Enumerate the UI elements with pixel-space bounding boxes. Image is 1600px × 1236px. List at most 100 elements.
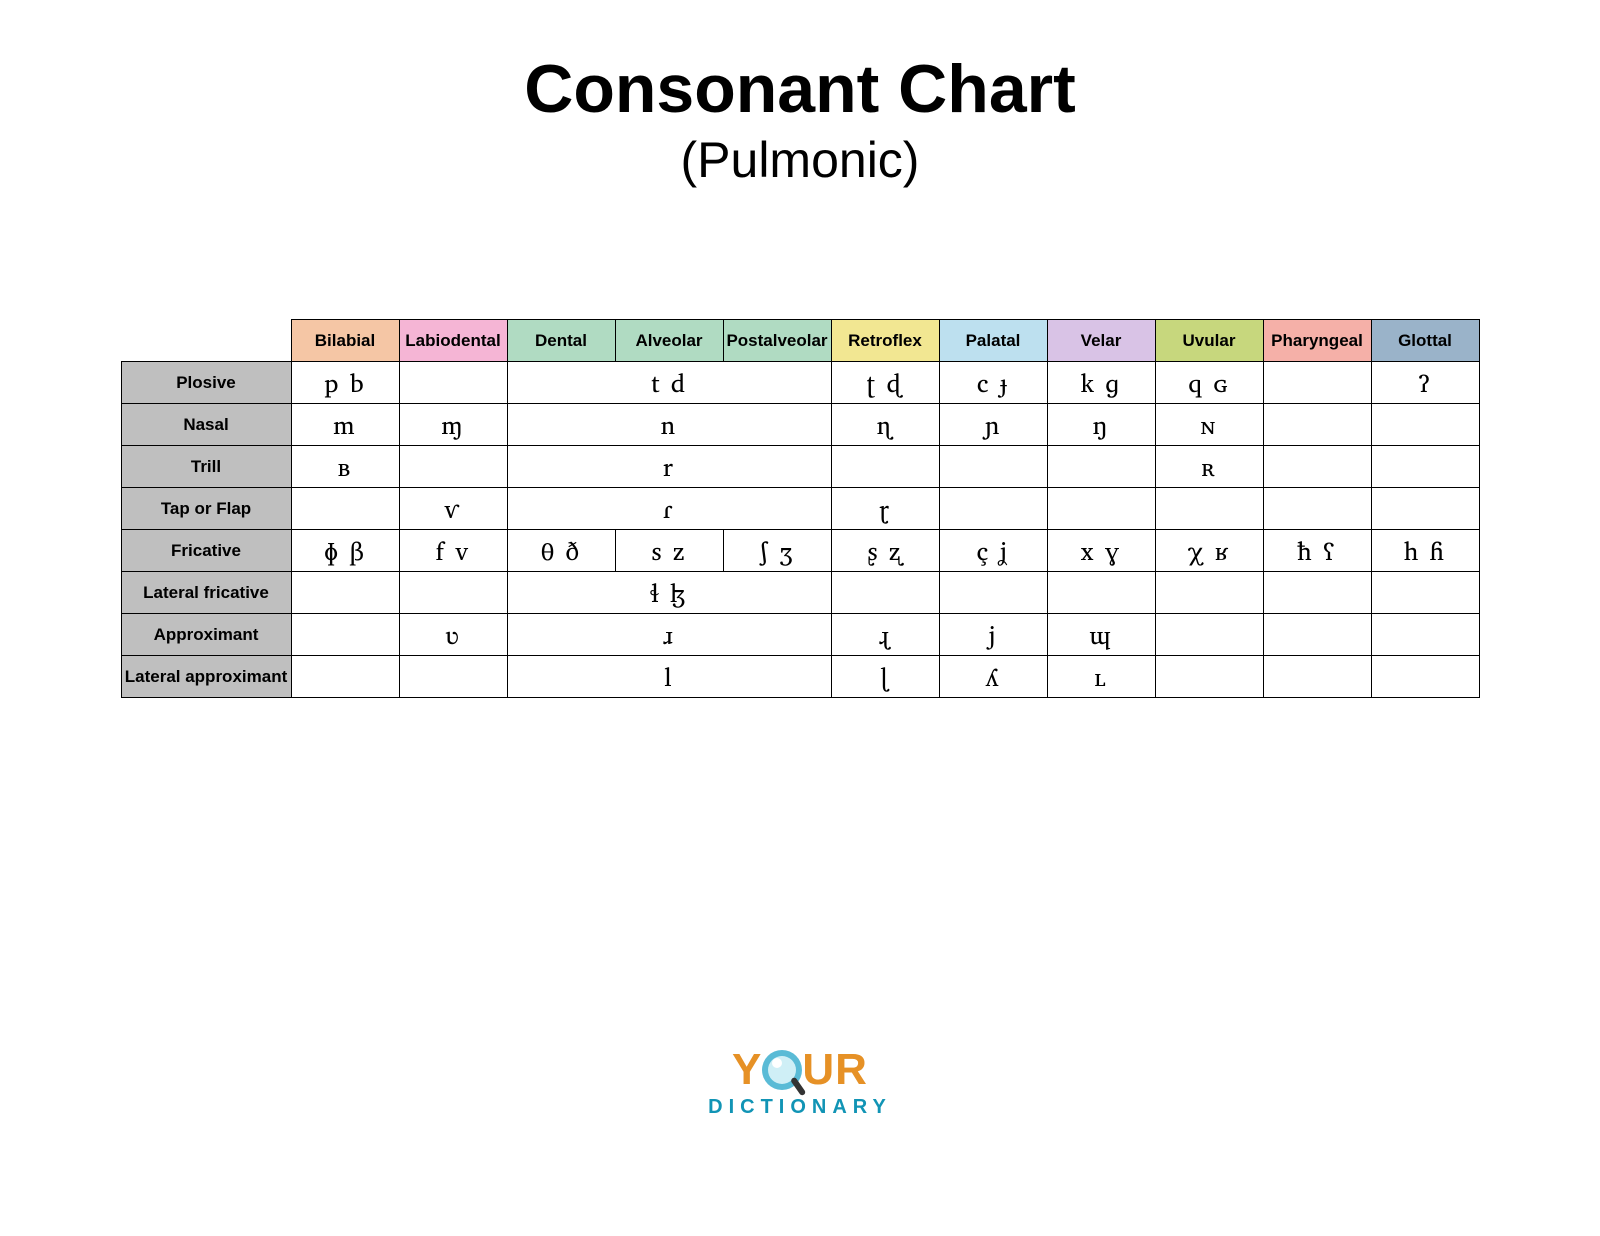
logo-letters-ur: UR bbox=[802, 1045, 868, 1094]
row-plosive: Plosive p b t d ʈ ɖ c ɟ k ɡ q ɢ ʔ bbox=[121, 362, 1479, 404]
page-title: Consonant Chart bbox=[0, 55, 1600, 123]
col-pharyngeal: Pharyngeal bbox=[1263, 320, 1371, 362]
cell-approx-pharyngeal bbox=[1263, 614, 1371, 656]
cell-nasal-labiodental: ɱ bbox=[399, 404, 507, 446]
cell-nasal-postalveolar bbox=[723, 404, 831, 446]
cell-tap-labiodental: ⱱ bbox=[399, 488, 507, 530]
cell-latapprox-pharyngeal bbox=[1263, 656, 1371, 698]
col-bilabial: Bilabial bbox=[291, 320, 399, 362]
cell-trill-labiodental bbox=[399, 446, 507, 488]
cell-fricative-velar: x ɣ bbox=[1047, 530, 1155, 572]
cell-approx-velar: ɰ bbox=[1047, 614, 1155, 656]
cell-fricative-uvular: χ ʁ bbox=[1155, 530, 1263, 572]
cell-fricative-palatal: ç ʝ bbox=[939, 530, 1047, 572]
row-head-nasal: Nasal bbox=[121, 404, 291, 446]
row-trill: Trill ʙ r ʀ bbox=[121, 446, 1479, 488]
cell-nasal-glottal bbox=[1371, 404, 1479, 446]
col-postalveolar: Postalveolar bbox=[723, 320, 831, 362]
cell-trill-uvular: ʀ bbox=[1155, 446, 1263, 488]
cell-plosive-glottal: ʔ bbox=[1371, 362, 1479, 404]
cell-latapprox-glottal bbox=[1371, 656, 1479, 698]
cell-latapprox-velar: ʟ bbox=[1047, 656, 1155, 698]
cell-latapprox-bilabial bbox=[291, 656, 399, 698]
cell-approx-dental bbox=[507, 614, 615, 656]
cell-fricative-bilabial: ɸ β bbox=[291, 530, 399, 572]
cell-nasal-pharyngeal bbox=[1263, 404, 1371, 446]
cell-latfric-postalveolar bbox=[723, 572, 831, 614]
col-velar: Velar bbox=[1047, 320, 1155, 362]
cell-tap-palatal bbox=[939, 488, 1047, 530]
row-head-latfric: Lateral fricative bbox=[121, 572, 291, 614]
cell-latfric-alveolar: ɬ ɮ bbox=[615, 572, 723, 614]
col-labiodental: Labiodental bbox=[399, 320, 507, 362]
cell-trill-alveolar: r bbox=[615, 446, 723, 488]
cell-fricative-retroflex: ʂ ʐ bbox=[831, 530, 939, 572]
cell-trill-pharyngeal bbox=[1263, 446, 1371, 488]
consonant-table: Bilabial Labiodental Dental Alveolar Pos… bbox=[121, 319, 1480, 698]
col-palatal: Palatal bbox=[939, 320, 1047, 362]
cell-plosive-pharyngeal bbox=[1263, 362, 1371, 404]
cell-nasal-velar: ŋ bbox=[1047, 404, 1155, 446]
logo-top-line: Y UR bbox=[0, 1048, 1600, 1092]
cell-approx-uvular bbox=[1155, 614, 1263, 656]
cell-latfric-retroflex bbox=[831, 572, 939, 614]
cell-trill-postalveolar bbox=[723, 446, 831, 488]
row-head-approx: Approximant bbox=[121, 614, 291, 656]
cell-plosive-bilabial: p b bbox=[291, 362, 399, 404]
cell-fricative-alveolar: s z bbox=[615, 530, 723, 572]
cell-fricative-glottal: h ɦ bbox=[1371, 530, 1479, 572]
cell-approx-postalveolar bbox=[723, 614, 831, 656]
cell-latapprox-palatal: ʎ bbox=[939, 656, 1047, 698]
cell-approx-labiodental: ʋ bbox=[399, 614, 507, 656]
cell-tap-alveolar: ɾ bbox=[615, 488, 723, 530]
cell-plosive-alveolar: t d bbox=[615, 362, 723, 404]
cell-approx-glottal bbox=[1371, 614, 1479, 656]
cell-fricative-pharyngeal: ħ ʕ bbox=[1263, 530, 1371, 572]
cell-trill-retroflex bbox=[831, 446, 939, 488]
row-head-latapprox: Lateral approximant bbox=[121, 656, 291, 698]
cell-nasal-dental bbox=[507, 404, 615, 446]
cell-tap-uvular bbox=[1155, 488, 1263, 530]
magnifier-icon bbox=[762, 1050, 802, 1090]
cell-fricative-dental: θ ð bbox=[507, 530, 615, 572]
col-uvular: Uvular bbox=[1155, 320, 1263, 362]
row-head-plosive: Plosive bbox=[121, 362, 291, 404]
cell-latapprox-retroflex: ɭ bbox=[831, 656, 939, 698]
yourdictionary-logo: Y UR DICTIONARY bbox=[0, 1048, 1600, 1119]
cell-plosive-labiodental bbox=[399, 362, 507, 404]
cell-latfric-palatal bbox=[939, 572, 1047, 614]
cell-fricative-labiodental: f v bbox=[399, 530, 507, 572]
cell-plosive-retroflex: ʈ ɖ bbox=[831, 362, 939, 404]
cell-nasal-bilabial: m bbox=[291, 404, 399, 446]
cell-latfric-dental bbox=[507, 572, 615, 614]
col-dental: Dental bbox=[507, 320, 615, 362]
cell-tap-glottal bbox=[1371, 488, 1479, 530]
header-row: Bilabial Labiodental Dental Alveolar Pos… bbox=[121, 320, 1479, 362]
row-latfric: Lateral fricative ɬ ɮ bbox=[121, 572, 1479, 614]
cell-plosive-dental bbox=[507, 362, 615, 404]
cell-latfric-glottal bbox=[1371, 572, 1479, 614]
cell-latfric-bilabial bbox=[291, 572, 399, 614]
col-alveolar: Alveolar bbox=[615, 320, 723, 362]
col-retroflex: Retroflex bbox=[831, 320, 939, 362]
cell-nasal-palatal: ɲ bbox=[939, 404, 1047, 446]
cell-plosive-velar: k ɡ bbox=[1047, 362, 1155, 404]
cell-latapprox-postalveolar bbox=[723, 656, 831, 698]
cell-latfric-uvular bbox=[1155, 572, 1263, 614]
cell-latfric-velar bbox=[1047, 572, 1155, 614]
cell-nasal-retroflex: ɳ bbox=[831, 404, 939, 446]
row-head-trill: Trill bbox=[121, 446, 291, 488]
cell-nasal-alveolar: n bbox=[615, 404, 723, 446]
cell-tap-bilabial bbox=[291, 488, 399, 530]
cell-approx-palatal: j bbox=[939, 614, 1047, 656]
cell-tap-postalveolar bbox=[723, 488, 831, 530]
row-head-fricative: Fricative bbox=[121, 530, 291, 572]
col-glottal: Glottal bbox=[1371, 320, 1479, 362]
cell-trill-bilabial: ʙ bbox=[291, 446, 399, 488]
cell-latfric-labiodental bbox=[399, 572, 507, 614]
row-latapprox: Lateral approximant l ɭ ʎ ʟ bbox=[121, 656, 1479, 698]
logo-bottom-line: DICTIONARY bbox=[0, 1096, 1600, 1119]
row-fricative: Fricative ɸ β f v θ ð s z ʃ ʒ ʂ ʐ ç ʝ x … bbox=[121, 530, 1479, 572]
logo-letter-y: Y bbox=[732, 1045, 762, 1094]
cell-tap-retroflex: ɽ bbox=[831, 488, 939, 530]
